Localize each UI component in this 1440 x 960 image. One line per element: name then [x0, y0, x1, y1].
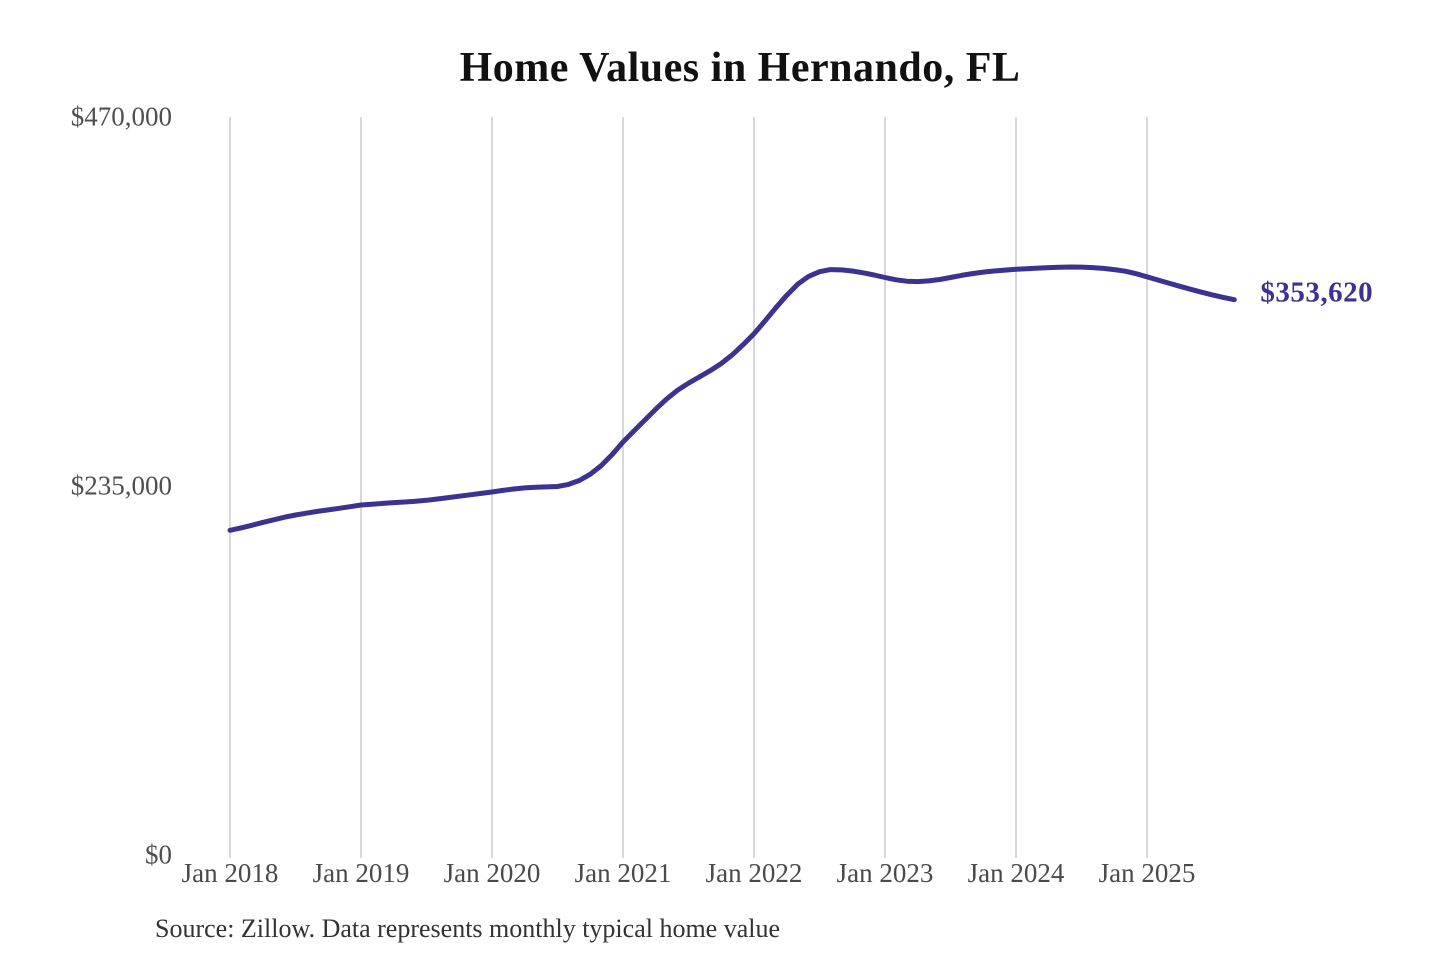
y-axis-tick-label: $0	[145, 839, 172, 870]
x-axis-tick-label: Jan 2021	[574, 858, 672, 888]
x-axis-tick-label: Jan 2018	[181, 858, 279, 888]
x-axis-tick-label: Jan 2025	[1098, 858, 1196, 888]
home-value-line-series	[227, 264, 1237, 533]
x-axis-tick-label: Jan 2023	[836, 858, 934, 888]
chart-title: Home Values in Hernando, FL	[459, 45, 1021, 91]
x-axis-tick-label: Jan 2022	[705, 858, 803, 888]
x-axis-tick-label: Jan 2019	[312, 858, 410, 888]
x-axis-tick-label: Jan 2020	[443, 858, 541, 888]
latest-value-label: $353,620	[1260, 276, 1374, 309]
x-axis-tick-label: Jan 2024	[967, 858, 1065, 888]
source-note: Source: Zillow. Data represents monthly …	[155, 914, 781, 943]
y-axis-tick-label: $235,000	[70, 470, 172, 501]
gridlines	[229, 117, 1148, 858]
y-axis-tick-label: $470,000	[70, 101, 172, 132]
